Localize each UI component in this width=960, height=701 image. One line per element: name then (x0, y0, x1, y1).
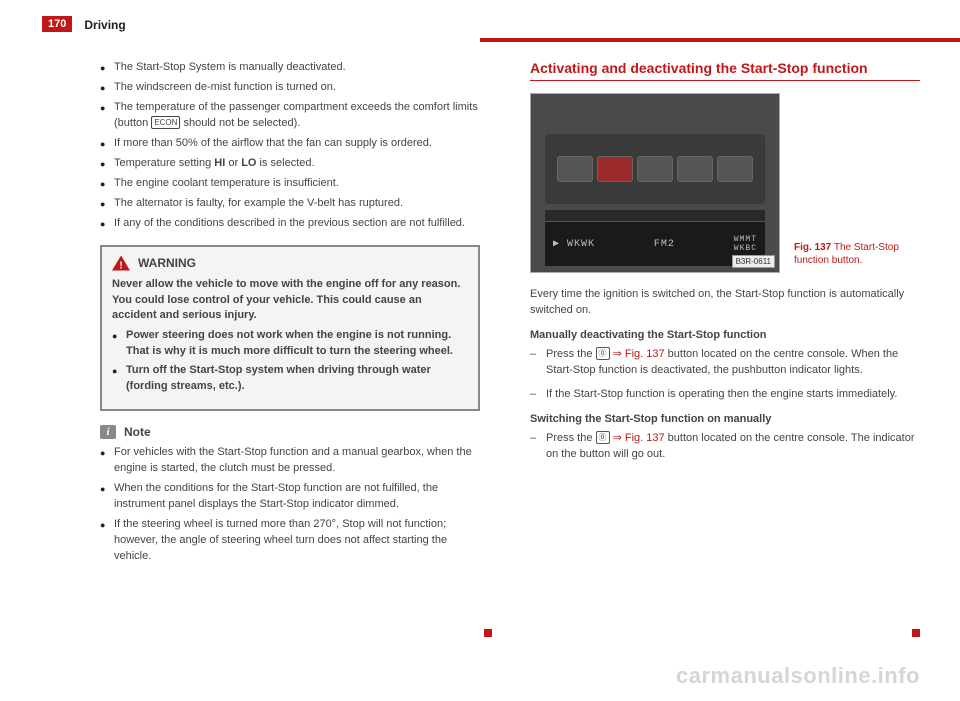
dashboard-panel (545, 134, 765, 204)
content-columns: The Start-Stop System is manually deacti… (0, 60, 960, 569)
page-header: 170 Driving (0, 0, 960, 32)
list-item: If more than 50% of the airflow that the… (100, 136, 480, 152)
warning-triangle-icon: ! (112, 255, 130, 271)
list-item: Press the ⓪ ⇒ Fig. 137 button located on… (530, 431, 920, 463)
radio-text: WMMT WKBC (734, 235, 757, 253)
list-item: The alternator is faulty, for example th… (100, 196, 480, 212)
right-column: Activating and deactivating the Start-St… (530, 60, 920, 569)
warning-text: Never allow the vehicle to move with the… (112, 277, 468, 323)
list-item: The engine coolant temperature is insuff… (100, 176, 480, 192)
hi-label: HI (214, 157, 225, 169)
list-item: If the steering wheel is turned more tha… (100, 517, 480, 565)
subheading: Switching the Start-Stop function on man… (530, 413, 920, 425)
text: should not be selected). (180, 117, 300, 129)
list-item: Temperature setting HI or LO is selected… (100, 156, 480, 172)
note-label: Note (124, 425, 151, 439)
figure-block: ▶ WKWK FM2 WMMT WKBC B3R-0611 Fig. 137 T… (530, 93, 920, 273)
list-item: If any of the conditions described in th… (100, 216, 480, 232)
warning-header: ! WARNING (112, 255, 468, 271)
figure-caption: Fig. 137 The Start-Stop function button. (794, 241, 904, 267)
list-item: Press the ⓪ ⇒ Fig. 137 button located on… (530, 347, 920, 379)
list-item: When the conditions for the Start-Stop f… (100, 481, 480, 513)
info-icon: i (100, 425, 116, 439)
figure-image: ▶ WKWK FM2 WMMT WKBC B3R-0611 (530, 93, 780, 273)
figure-reference: ⇒ Fig. 137 (610, 432, 665, 444)
page-number-badge: 170 (42, 16, 72, 32)
section-end-marker (912, 629, 920, 637)
dash-button (717, 156, 753, 182)
start-stop-icon: ⓪ (596, 347, 610, 361)
list-item: If the Start-Stop function is operating … (530, 387, 920, 403)
warning-list: Power steering does not work when the en… (112, 328, 468, 396)
step-list: Press the ⓪ ⇒ Fig. 137 button located on… (530, 347, 920, 403)
list-item: The Start-Stop System is manually deacti… (100, 60, 480, 76)
section-title: Driving (84, 18, 125, 32)
section-heading: Activating and deactivating the Start-St… (530, 60, 920, 81)
section-end-marker (484, 629, 492, 637)
list-item: The windscreen de-mist function is turne… (100, 80, 480, 96)
note-list: For vehicles with the Start-Stop functio… (100, 445, 480, 565)
text: Press the (546, 348, 596, 360)
list-item: The temperature of the passenger compart… (100, 100, 480, 132)
figure-number: Fig. 137 (794, 242, 831, 253)
start-stop-icon: ⓪ (596, 431, 610, 445)
hazard-button (597, 156, 633, 182)
radio-button-strip (545, 210, 765, 222)
paragraph: Every time the ignition is switched on, … (530, 287, 920, 319)
list-item: For vehicles with the Start-Stop functio… (100, 445, 480, 477)
header-accent-bar (480, 38, 960, 42)
dash-button (637, 156, 673, 182)
watermark: carmanualsonline.info (676, 663, 920, 689)
subheading: Manually deactivating the Start-Stop fun… (530, 329, 920, 341)
text: Press the (546, 432, 596, 444)
left-column: The Start-Stop System is manually deacti… (100, 60, 480, 569)
text: is selected. (256, 157, 314, 169)
radio-text: FM2 (654, 239, 675, 250)
list-item: Power steering does not work when the en… (112, 328, 468, 360)
dash-button (677, 156, 713, 182)
list-item: Turn off the Start-Stop system when driv… (112, 363, 468, 395)
figure-reference: ⇒ Fig. 137 (610, 348, 665, 360)
figure-code: B3R-0611 (732, 255, 775, 268)
radio-text: ▶ WKWK (553, 238, 595, 250)
warning-box: ! WARNING Never allow the vehicle to mov… (100, 245, 480, 411)
condition-list: The Start-Stop System is manually deacti… (100, 60, 480, 231)
text: or (225, 157, 241, 169)
lo-label: LO (241, 157, 256, 169)
step-list: Press the ⓪ ⇒ Fig. 137 button located on… (530, 431, 920, 463)
econ-button-label: ECON (151, 116, 180, 130)
dash-button (557, 156, 593, 182)
note-header: i Note (100, 425, 480, 439)
warning-label: WARNING (138, 256, 196, 270)
text: Temperature setting (114, 157, 214, 169)
svg-text:!: ! (119, 261, 122, 272)
